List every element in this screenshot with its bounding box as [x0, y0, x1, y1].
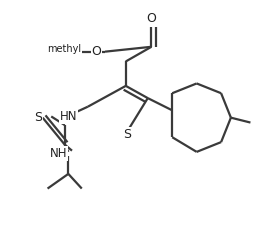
Text: S: S [34, 111, 42, 124]
Text: NH: NH [50, 146, 67, 160]
Text: methyl: methyl [47, 44, 82, 54]
Text: HN: HN [60, 110, 77, 123]
Text: S: S [123, 128, 131, 141]
Text: O: O [92, 45, 101, 58]
Text: O: O [147, 12, 156, 25]
